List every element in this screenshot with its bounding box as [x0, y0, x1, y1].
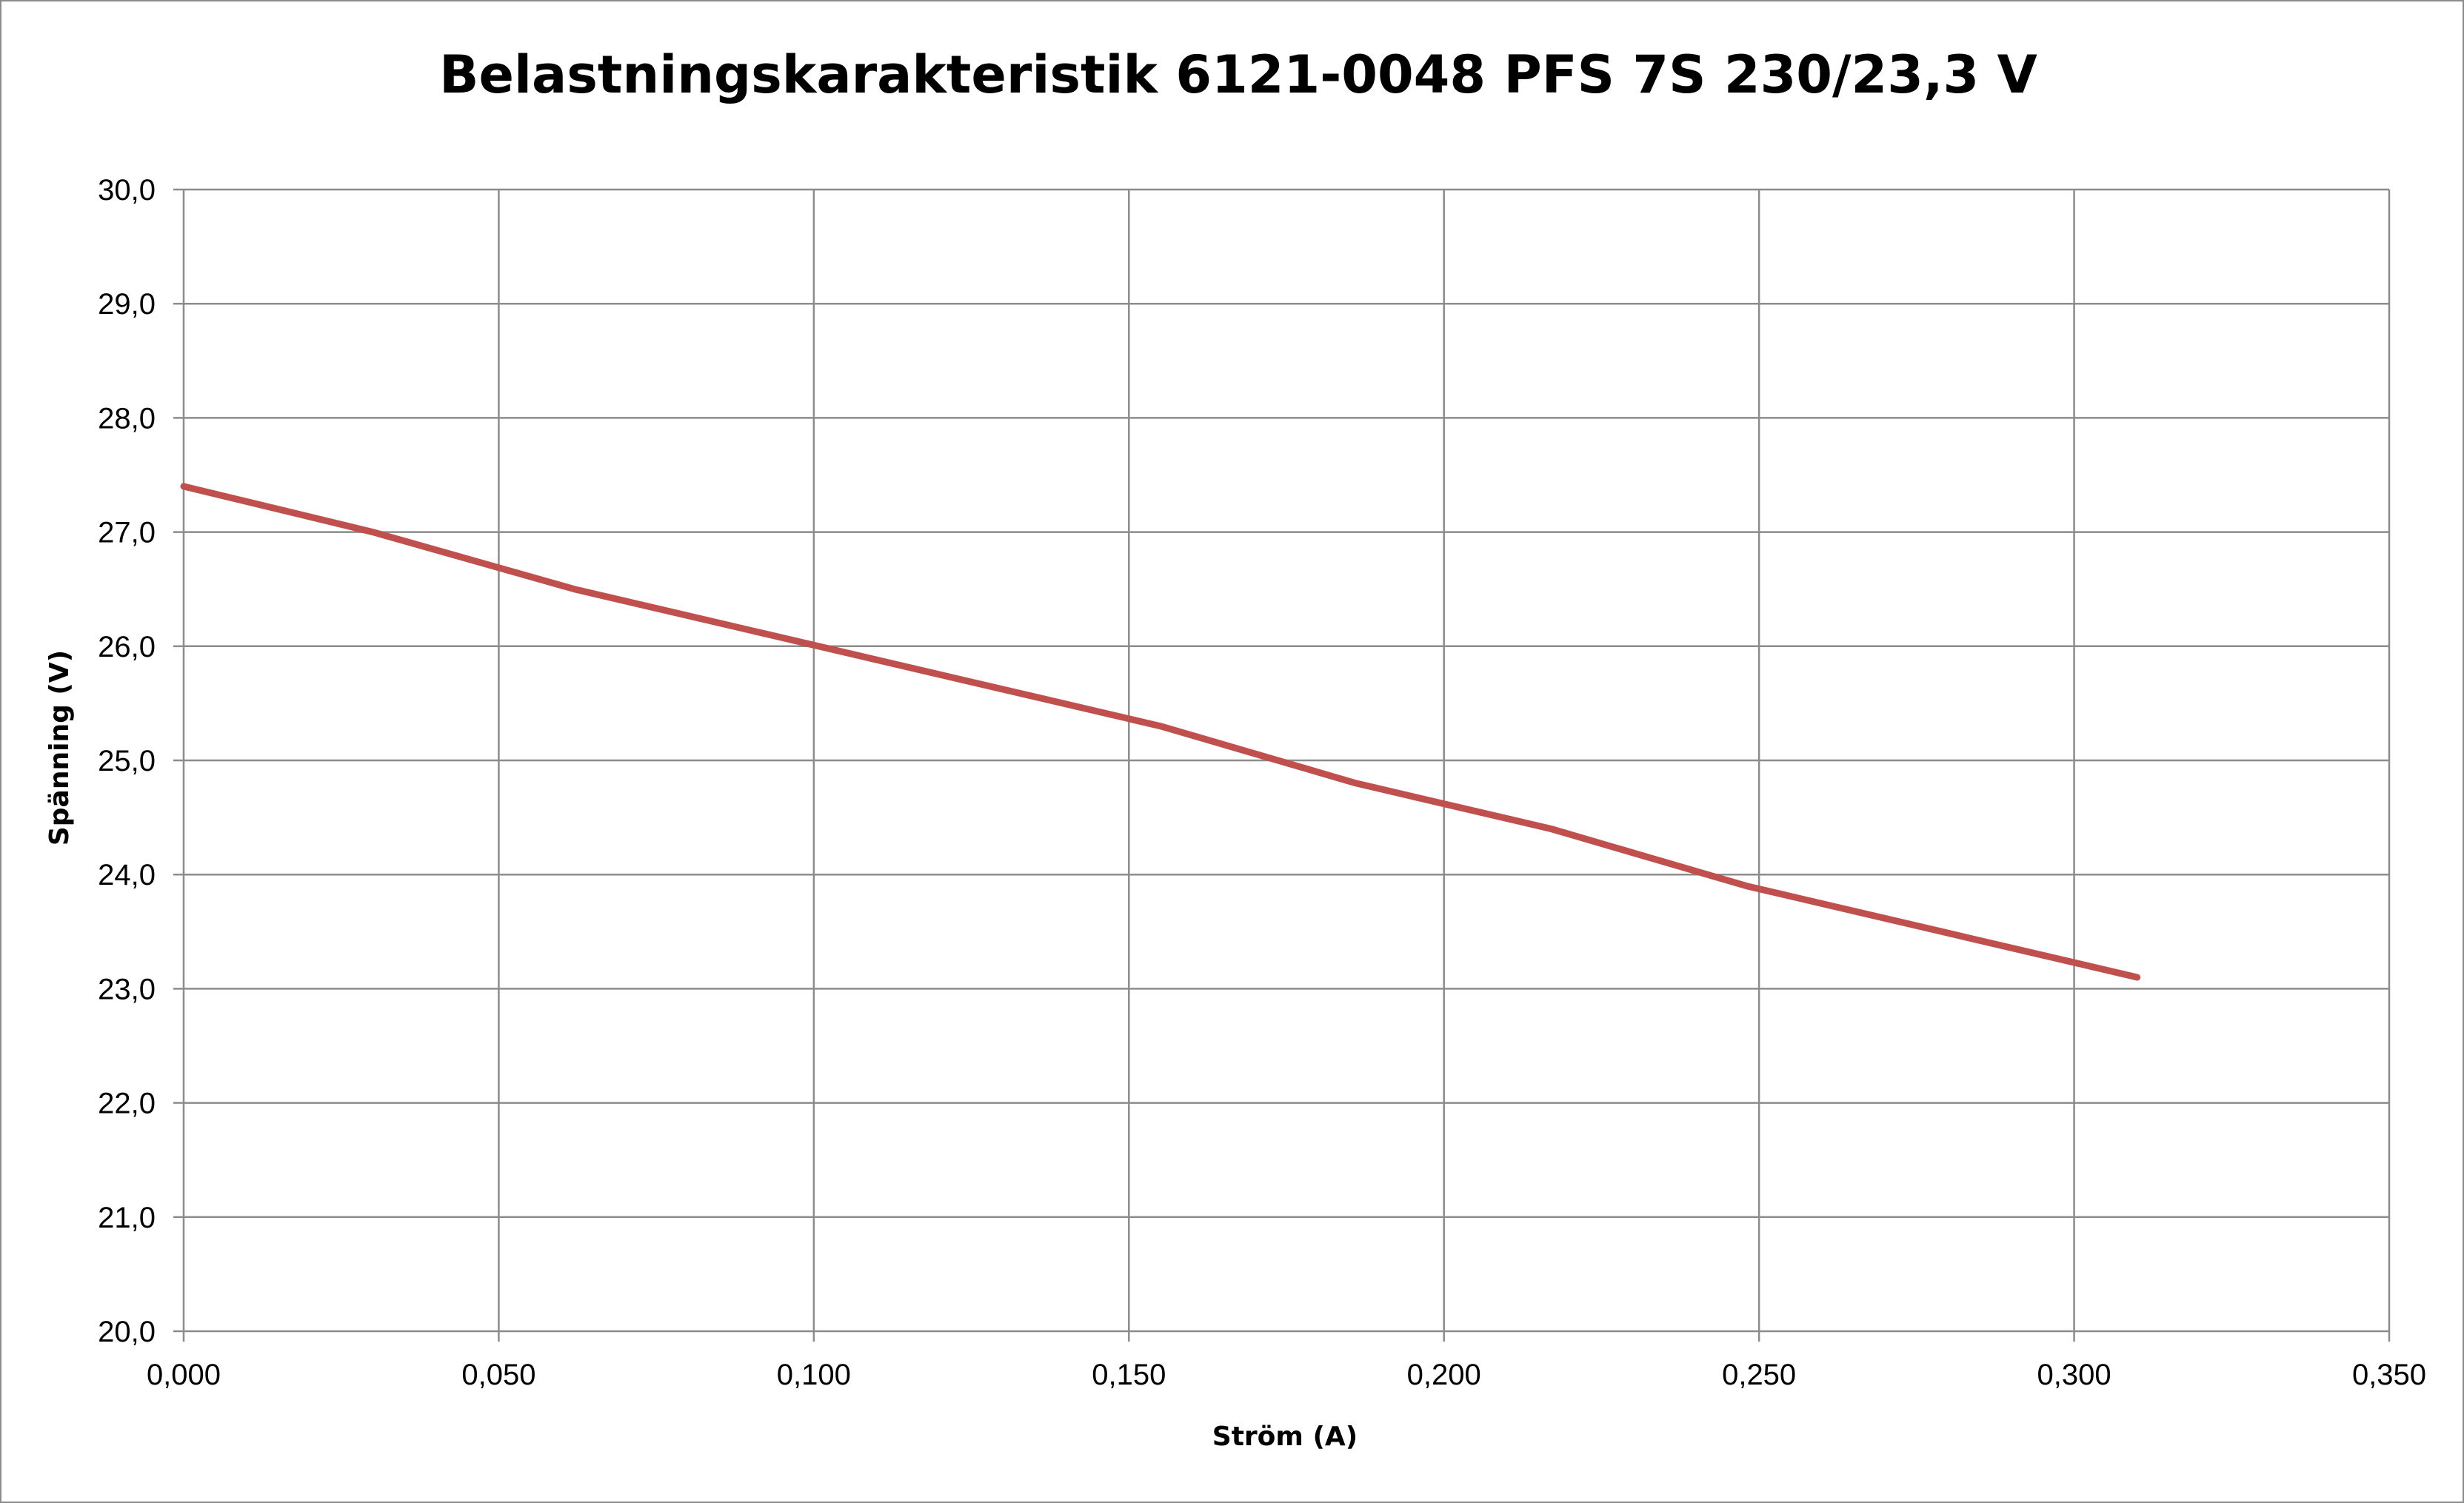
- y-tick-label: 24,0: [98, 859, 156, 891]
- x-tick-label: 0,050: [461, 1359, 535, 1391]
- y-tick-label: 28,0: [98, 402, 156, 435]
- y-tick-label: 25,0: [98, 745, 156, 777]
- y-tick-label: 27,0: [98, 517, 156, 549]
- y-tick-label: 26,0: [98, 631, 156, 663]
- x-tick-label: 0,250: [1722, 1359, 1796, 1391]
- y-tick-label: 30,0: [98, 174, 156, 207]
- gridlines: [184, 188, 2391, 1331]
- y-tick-label: 21,0: [98, 1202, 156, 1234]
- y-tick-label: 22,0: [98, 1088, 156, 1120]
- x-tick-label: 0,150: [1092, 1359, 1166, 1391]
- y-tick-label: 23,0: [98, 973, 156, 1005]
- x-tick-label: 0,200: [1407, 1359, 1481, 1391]
- x-tick-label: 0,300: [2037, 1359, 2111, 1391]
- tick-labels: 20,0 21,0 22,0 23,0 24,0 25,0 26,0 27,0 28,0 29,0…: [98, 174, 2426, 1391]
- y-axis-label: Spänning (V): [44, 650, 75, 846]
- y-tick-label: 20,0: [98, 1316, 156, 1348]
- x-tick-label: 0,350: [2352, 1359, 2426, 1391]
- series-line: [180, 483, 2141, 981]
- chart-title: Belastningskarakteristik 6121-0048 PFS 7…: [439, 44, 2037, 105]
- x-tick-label: 0,000: [147, 1359, 221, 1391]
- x-axis-label: Ström (A): [1212, 1422, 1358, 1452]
- axes: [173, 188, 2391, 1342]
- x-tick-label: 0,100: [777, 1359, 851, 1391]
- series: [180, 483, 2141, 981]
- y-tick-label: 29,0: [98, 288, 156, 321]
